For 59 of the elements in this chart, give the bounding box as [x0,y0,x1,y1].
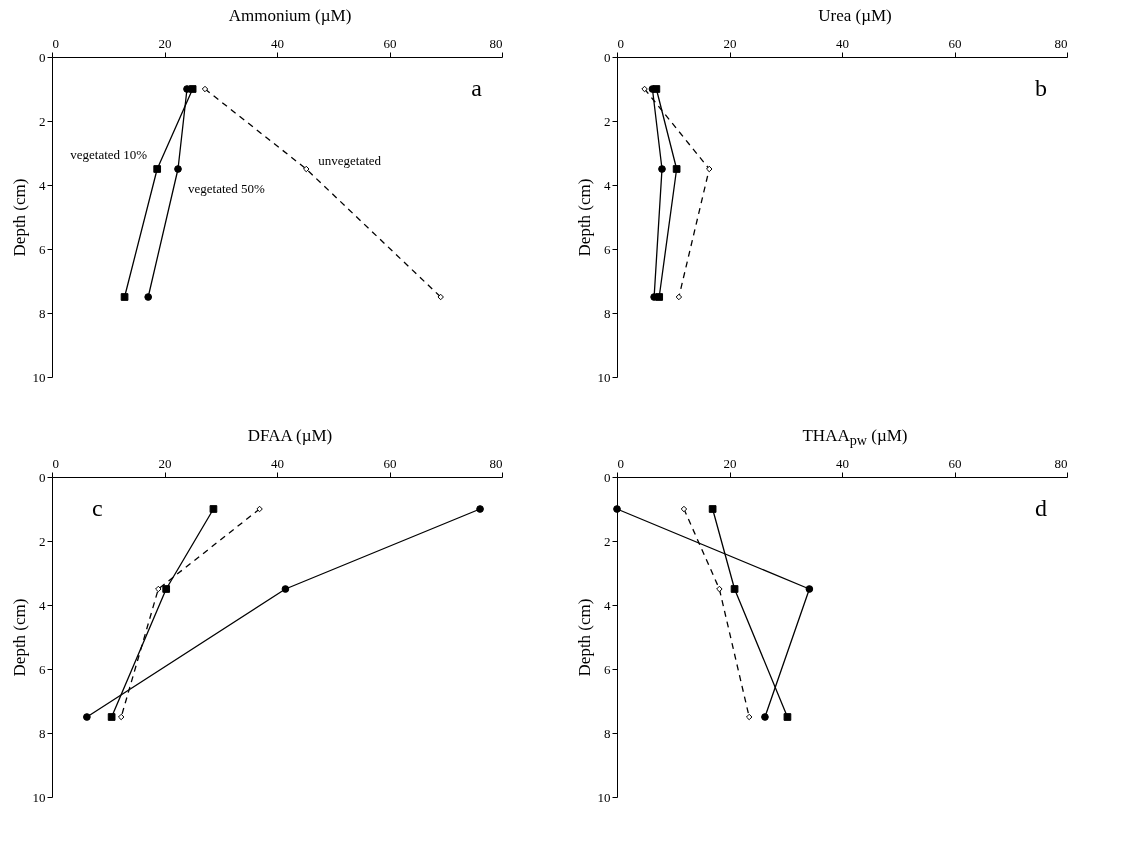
y-axis-title: Depth (cm) [9,178,29,257]
x-tick-label: 0 [52,455,59,471]
x-tick-label: 60 [383,455,397,471]
y-axis-title: Depth (cm) [574,178,594,257]
series-label: vegetated 10% [70,147,148,162]
x-tick-label: 0 [52,35,59,51]
y-tick-label: 2 [39,533,46,549]
x-tick-label: 60 [383,35,397,51]
x-tick-label: 20 [158,455,172,471]
y-tick-label: 4 [39,177,46,193]
x-tick-label: 0 [617,35,624,51]
x-tick-label: 80 [489,35,503,51]
y-tick-label: 2 [604,113,611,129]
x-tick-label: 60 [948,455,962,471]
annotation: c [92,495,103,521]
y-axis-title: Depth (cm) [574,598,594,677]
chart-title: Ammonium (µM) [227,5,353,27]
x-tick-label: 20 [723,455,737,471]
y-tick-label: 10 [32,369,46,385]
y-tick-label: 10 [32,789,46,805]
x-tick-label: 40 [836,35,849,51]
y-tick-label: 8 [39,305,46,321]
x-tick-label: 80 [1054,455,1068,471]
y-tick-label: 0 [39,469,46,485]
series-label: unvegetated [318,153,382,168]
y-tick-label: 10 [597,369,611,385]
x-tick-label: 60 [948,35,962,51]
y-tick-label: 6 [604,661,611,677]
y-tick-label: 8 [39,725,46,741]
y-tick-label: 6 [39,241,46,257]
series-label: vegetated 50% [188,181,266,196]
y-tick-label: 4 [39,597,46,613]
annotation: d [1035,495,1047,521]
annotation: a [471,75,483,101]
x-tick-label: 20 [158,35,172,51]
y-tick-label: 10 [597,789,611,805]
y-tick-label: 6 [39,661,46,677]
y-tick-label: 6 [604,241,611,257]
x-tick-label: 0 [617,455,624,471]
y-tick-label: 4 [604,597,611,613]
chart-title: THAA$_{pw}$ (µM) [801,425,909,451]
x-tick-label: 40 [271,35,284,51]
x-tick-label: 20 [723,35,737,51]
y-axis-title: Depth (cm) [9,598,29,677]
y-tick-label: 8 [604,725,611,741]
chart-title: Urea (µM) [817,5,893,27]
x-tick-label: 40 [271,455,284,471]
annotation: b [1035,75,1047,101]
x-tick-label: 40 [836,455,849,471]
y-tick-label: 0 [604,49,611,65]
y-tick-label: 2 [604,533,611,549]
y-tick-label: 2 [39,113,46,129]
y-tick-label: 0 [39,49,46,65]
y-tick-label: 0 [604,469,611,485]
x-tick-label: 80 [1054,35,1068,51]
y-tick-label: 4 [604,177,611,193]
chart-title: DFAA (µM) [246,425,334,447]
y-tick-label: 8 [604,305,611,321]
x-tick-label: 80 [489,455,503,471]
